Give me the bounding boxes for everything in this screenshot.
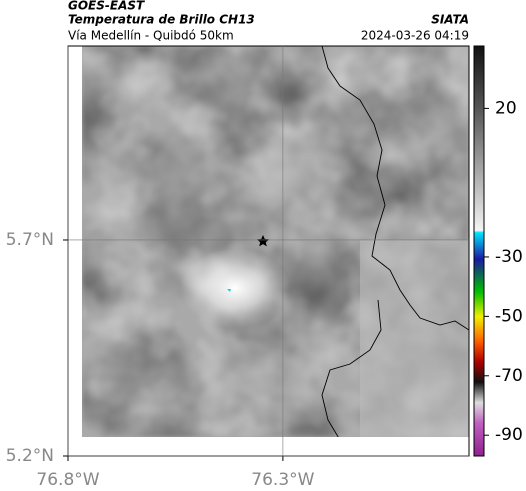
y-tick-label: 5.2°N	[6, 446, 54, 466]
colorbar-tick-label: -50	[495, 306, 523, 326]
border	[321, 46, 469, 331]
satellite: GOES-EAST	[68, 0, 145, 13]
route: Vía Medellín - Quibdó 50km	[68, 29, 234, 43]
header: GOES-EAST Temperatura de Brillo CH13 SIA…	[68, 0, 469, 43]
product: Temperatura de Brillo CH13	[68, 13, 255, 27]
colorbar-tick-label: -90	[495, 425, 523, 445]
colorbar	[473, 45, 485, 457]
bright-cell	[180, 248, 290, 328]
agency: SIATA	[431, 13, 469, 27]
colorbar-tick-label: -70	[495, 366, 523, 386]
cold-pixel	[227, 289, 231, 292]
border	[321, 299, 382, 437]
timestamp: 2024-03-26 04:19	[361, 29, 469, 43]
x-tick-label: 76.3°W	[251, 470, 314, 490]
colorbar-tick-label: -30	[495, 247, 523, 267]
satellite-image	[82, 46, 469, 437]
y-tick-label: 5.7°N	[6, 230, 54, 250]
x-tick-label: 76.8°W	[36, 470, 99, 490]
east-region	[360, 240, 469, 437]
location-marker	[256, 235, 270, 247]
colorbar-tick-label: 20	[495, 98, 517, 118]
